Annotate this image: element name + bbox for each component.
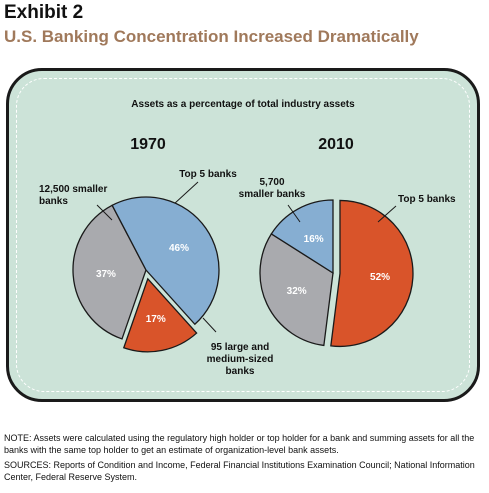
chart-panel-border (16, 78, 470, 392)
pie-slice-1970-2 (111, 196, 220, 326)
slice-category-label-line: 5,700 (259, 177, 284, 188)
slice-category-label-line: Top 5 banks (179, 169, 237, 180)
note-text: NOTE: Assets were calculated using the r… (4, 433, 475, 455)
sources-text: SOURCES: Reports of Condition and Income… (4, 460, 475, 482)
slice-value-label-1970-2: 46% (169, 243, 189, 254)
pie-slice-2010-2 (270, 199, 334, 275)
chart-title: U.S. Banking Concentration Increased Dra… (4, 27, 419, 46)
pie-slice-1970-1 (72, 204, 147, 340)
slice-category-label-2010-0: Top 5 banks (398, 194, 456, 205)
slice-category-label-1970-0: Top 5 banks (179, 169, 237, 180)
exhibit-label: Exhibit 2 (4, 2, 84, 23)
slice-category-label-line: smaller banks (239, 189, 306, 200)
pie-year-2010: 2010 (318, 136, 354, 153)
slice-value-label-1970-1: 37% (96, 269, 116, 280)
leader-line-2010-2 (287, 204, 301, 223)
slice-value-label-2010-2: 16% (304, 234, 324, 245)
chart-subtitle: Assets as a percentage of total industry… (131, 99, 355, 110)
pie-year-1970: 1970 (130, 136, 166, 153)
pies-group: 1970 17% Top 5 banks 37% 95 large and medium-… (39, 136, 456, 377)
pie-slice-1970-0 (122, 277, 198, 353)
slice-value-label-2010-0: 52% (370, 272, 390, 283)
leader-line-1970-1 (202, 317, 217, 333)
leader-line-2010-0 (377, 205, 397, 223)
slice-category-label-line: Top 5 banks (398, 194, 456, 205)
leader-line-1970-2 (96, 204, 113, 221)
slice-value-label-2010-1: 32% (287, 286, 307, 297)
slice-category-label-line: banks (226, 366, 255, 377)
leader-line-1970-0 (173, 181, 199, 205)
slice-category-label-1970-1: 95 large and medium-sized banks (207, 342, 274, 377)
slice-category-label-line: 95 large and (211, 342, 269, 353)
slice-category-label-line: medium-sized (207, 354, 274, 365)
pie-slice-2010-0 (330, 199, 414, 348)
slice-category-label-line: 12,500 smaller (39, 184, 107, 195)
slice-category-label-2010-2: 5,700 smaller banks (239, 177, 306, 200)
slice-category-label-line: banks (39, 196, 68, 207)
slice-value-label-1970-0: 17% (146, 314, 166, 325)
slice-category-label-1970-2: 12,500 smaller banks (39, 184, 107, 207)
